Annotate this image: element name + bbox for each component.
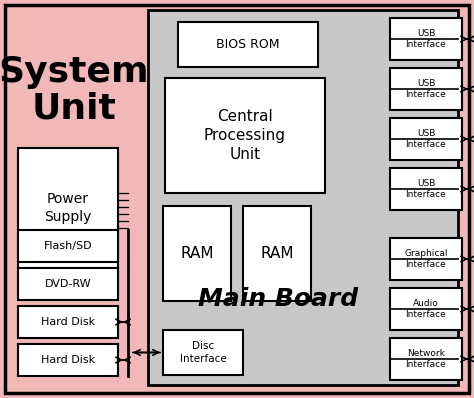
Text: BIOS ROM: BIOS ROM (216, 38, 280, 51)
Bar (163, 330, 243, 375)
Text: System
Unit: System Unit (0, 55, 149, 125)
Bar (18, 148, 118, 268)
Bar (165, 78, 325, 193)
Bar (390, 238, 462, 280)
Text: USB
Interface: USB Interface (406, 79, 447, 99)
Text: Main Board: Main Board (198, 287, 358, 311)
Bar (390, 118, 462, 160)
Text: Disc
Interface: Disc Interface (180, 341, 227, 364)
Text: Graphical
Interface: Graphical Interface (404, 249, 448, 269)
Text: Flash/SD: Flash/SD (44, 241, 92, 251)
Bar (18, 230, 118, 262)
Bar (163, 206, 231, 301)
Bar (390, 68, 462, 110)
Text: DVD-RW: DVD-RW (45, 279, 91, 289)
Text: USB
Interface: USB Interface (406, 179, 447, 199)
Bar (18, 306, 118, 338)
Bar (390, 18, 462, 60)
Bar (18, 268, 118, 300)
Text: RAM: RAM (180, 246, 214, 261)
Text: Network
Interface: Network Interface (406, 349, 447, 369)
Text: Power
Supply: Power Supply (44, 192, 91, 224)
Text: Audio
Interface: Audio Interface (406, 299, 447, 319)
Text: RAM: RAM (260, 246, 294, 261)
Bar (390, 338, 462, 380)
Text: Central
Processing
Unit: Central Processing Unit (204, 109, 286, 162)
Bar (148, 10, 458, 385)
Text: Hard Disk: Hard Disk (41, 355, 95, 365)
Bar (390, 168, 462, 210)
Text: USB
Interface: USB Interface (406, 129, 447, 149)
Bar (18, 344, 118, 376)
Text: USB
Interface: USB Interface (406, 29, 447, 49)
Bar (178, 22, 318, 67)
Text: Hard Disk: Hard Disk (41, 317, 95, 327)
Bar (390, 288, 462, 330)
Bar (243, 206, 311, 301)
